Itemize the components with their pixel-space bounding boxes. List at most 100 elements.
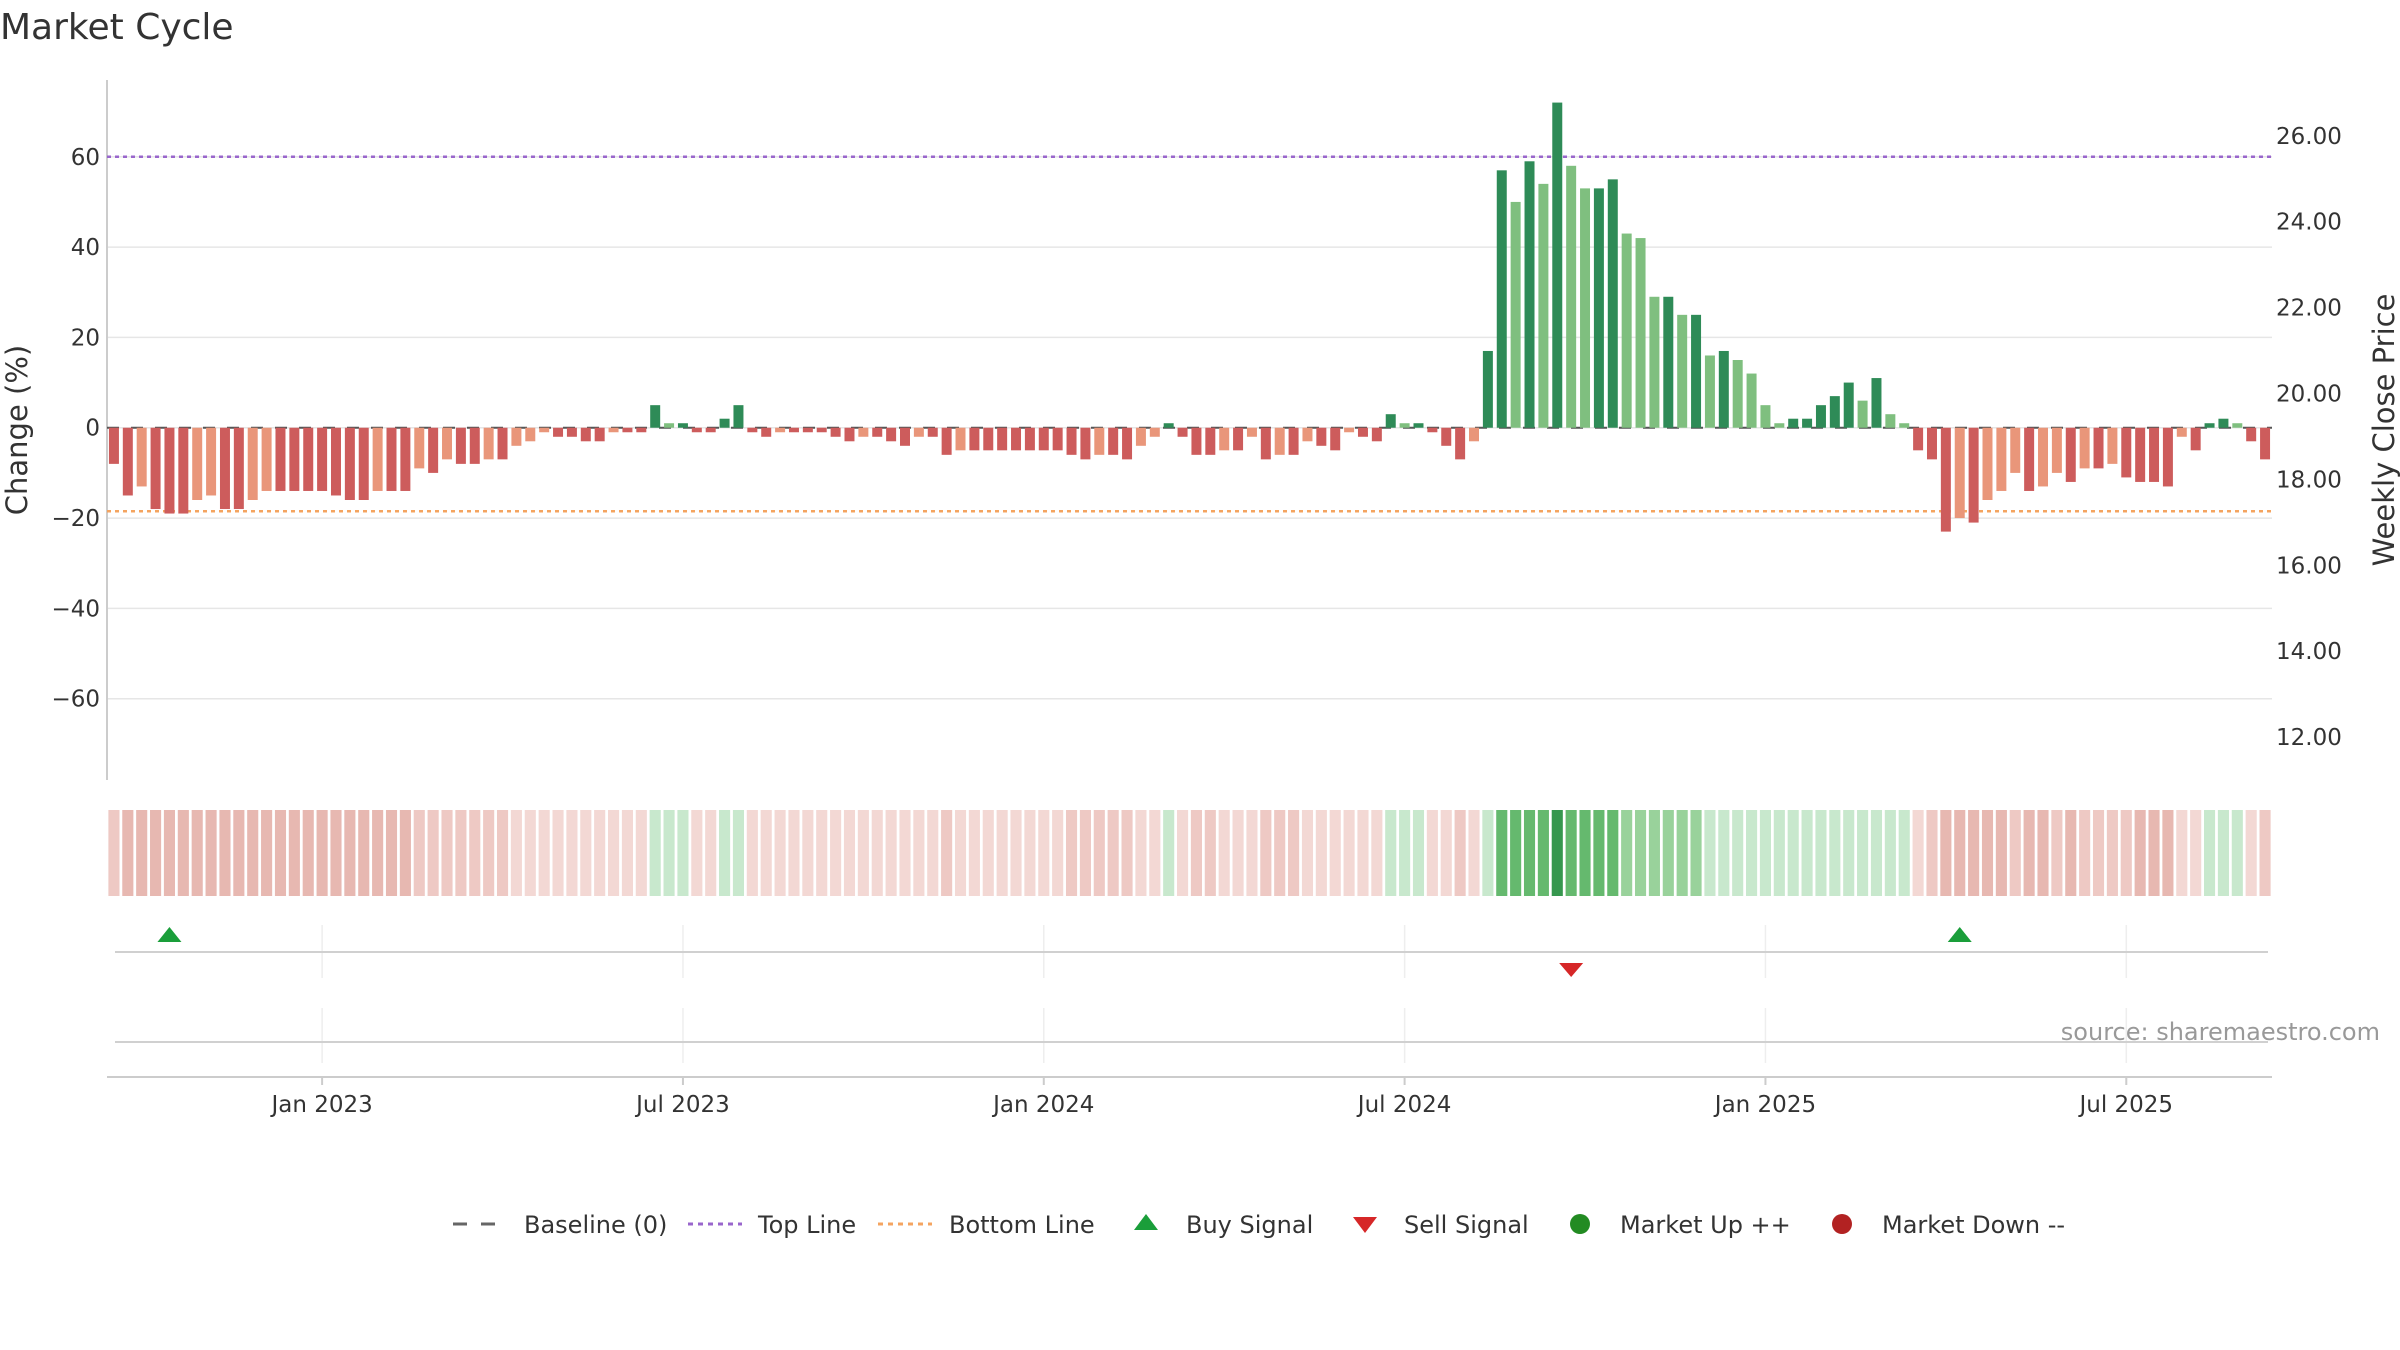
left-tick-label: 40 bbox=[71, 235, 100, 261]
change-bar bbox=[622, 427, 633, 433]
change-bar bbox=[289, 427, 300, 491]
change-bar bbox=[1385, 414, 1396, 428]
market-state-cell bbox=[1468, 810, 1480, 896]
left-tick-label: 60 bbox=[71, 145, 100, 171]
market-state-cell bbox=[1301, 810, 1314, 896]
market-state-cell bbox=[247, 810, 259, 896]
market-state-cell bbox=[1510, 810, 1522, 896]
left-tick-label: −60 bbox=[51, 687, 100, 713]
market-state-cell bbox=[358, 810, 370, 896]
market-state-cell bbox=[385, 810, 398, 896]
market-state-cell bbox=[233, 810, 245, 896]
change-bar bbox=[2149, 427, 2160, 482]
change-bar bbox=[372, 427, 383, 491]
market-state-cell bbox=[899, 810, 911, 896]
change-bar bbox=[1760, 405, 1771, 428]
change-bar bbox=[511, 427, 522, 446]
market-state-cell bbox=[843, 810, 856, 896]
market-state-cell bbox=[1260, 810, 1272, 896]
market-state-cell bbox=[1385, 810, 1397, 896]
x-tick-label: Jan 2023 bbox=[269, 1092, 372, 1118]
market-state-cell bbox=[1343, 810, 1355, 896]
market-state-cell bbox=[774, 810, 786, 896]
right-tick-label: 16.00 bbox=[2276, 553, 2342, 579]
sell-signal-marker bbox=[1559, 963, 1584, 977]
market-state-cell bbox=[1968, 810, 1980, 896]
market-state-cell bbox=[1329, 810, 1341, 896]
market-state-cell bbox=[2231, 810, 2243, 896]
change-bar bbox=[553, 427, 564, 437]
change-bar bbox=[1191, 427, 1202, 455]
market-state-cell bbox=[1607, 810, 1619, 896]
market-state-cell bbox=[802, 810, 814, 896]
market-state-cell bbox=[788, 810, 800, 896]
market-state-cell bbox=[1135, 810, 1147, 896]
change-bar bbox=[955, 427, 966, 451]
market-state-cell bbox=[2023, 810, 2035, 896]
market-state-cell bbox=[1024, 810, 1036, 896]
left-tick-label: −20 bbox=[51, 506, 100, 532]
right-tick-label: 14.00 bbox=[2276, 639, 2342, 665]
market-state-cell bbox=[968, 810, 980, 896]
change-bar bbox=[705, 427, 716, 433]
change-bar bbox=[150, 427, 161, 510]
change-bar bbox=[1899, 423, 1910, 428]
left-tick-label: 0 bbox=[85, 416, 100, 442]
change-bar bbox=[677, 423, 688, 428]
market-state-cell bbox=[1634, 810, 1647, 896]
market-state-cell bbox=[2092, 810, 2105, 896]
market-state-cell bbox=[496, 810, 509, 896]
buy-signal-marker bbox=[1947, 927, 1972, 942]
change-bar bbox=[2121, 427, 2132, 478]
market-state-cell bbox=[191, 810, 203, 896]
change-bar bbox=[1344, 427, 1355, 433]
change-bar bbox=[858, 427, 869, 437]
change-bar bbox=[1954, 427, 1965, 519]
market-state-cell bbox=[2134, 810, 2146, 896]
market-state-cell bbox=[1426, 810, 1438, 896]
market-state-cell bbox=[1315, 810, 1327, 896]
market-state-cell bbox=[2051, 810, 2063, 896]
change-bar bbox=[761, 427, 772, 437]
change-bar bbox=[983, 427, 994, 451]
market-state-cell bbox=[469, 810, 481, 896]
change-bar bbox=[192, 427, 203, 500]
change-bar bbox=[525, 427, 536, 442]
change-bar bbox=[1829, 396, 1840, 428]
market-state-cell bbox=[941, 810, 953, 896]
right-tick-label: 12.00 bbox=[2276, 725, 2342, 751]
change-bar bbox=[1413, 423, 1424, 428]
market-state-cell bbox=[816, 810, 828, 896]
change-bar bbox=[830, 427, 841, 437]
market-state-cell bbox=[205, 810, 217, 896]
change-bar bbox=[913, 427, 924, 437]
change-bar bbox=[775, 427, 786, 433]
market-state-cell bbox=[1565, 810, 1577, 896]
right-tick-label: 26.00 bbox=[2276, 124, 2342, 150]
change-bar bbox=[386, 427, 397, 491]
market-state-cell bbox=[2217, 810, 2229, 896]
market-state-cell bbox=[1981, 810, 1994, 896]
market-state-cell bbox=[330, 810, 342, 896]
market-state-cell bbox=[1787, 810, 1799, 896]
change-bar bbox=[1982, 427, 1993, 500]
change-bar bbox=[261, 427, 272, 491]
change-bar bbox=[330, 427, 341, 496]
market-state-cell bbox=[580, 810, 592, 896]
market-state-cell bbox=[1954, 810, 1966, 896]
legend-market-down-label: Market Down -- bbox=[1882, 1211, 2065, 1239]
market-state-cell bbox=[830, 810, 842, 896]
market-state-cell bbox=[1440, 810, 1452, 896]
market-state-cell bbox=[1107, 810, 1119, 896]
x-tick-label: Jul 2024 bbox=[1356, 1092, 1452, 1118]
market-state-cell bbox=[705, 810, 717, 896]
market-state-cell bbox=[1371, 810, 1383, 896]
market-state-cell bbox=[1995, 810, 2007, 896]
change-bar bbox=[2162, 427, 2173, 487]
change-bar bbox=[1246, 427, 1257, 437]
change-bar bbox=[2010, 427, 2021, 473]
market-state-cell bbox=[1177, 810, 1189, 896]
market-state-cell bbox=[288, 810, 300, 896]
market-state-cell bbox=[996, 810, 1008, 896]
market-state-cell bbox=[732, 810, 745, 896]
